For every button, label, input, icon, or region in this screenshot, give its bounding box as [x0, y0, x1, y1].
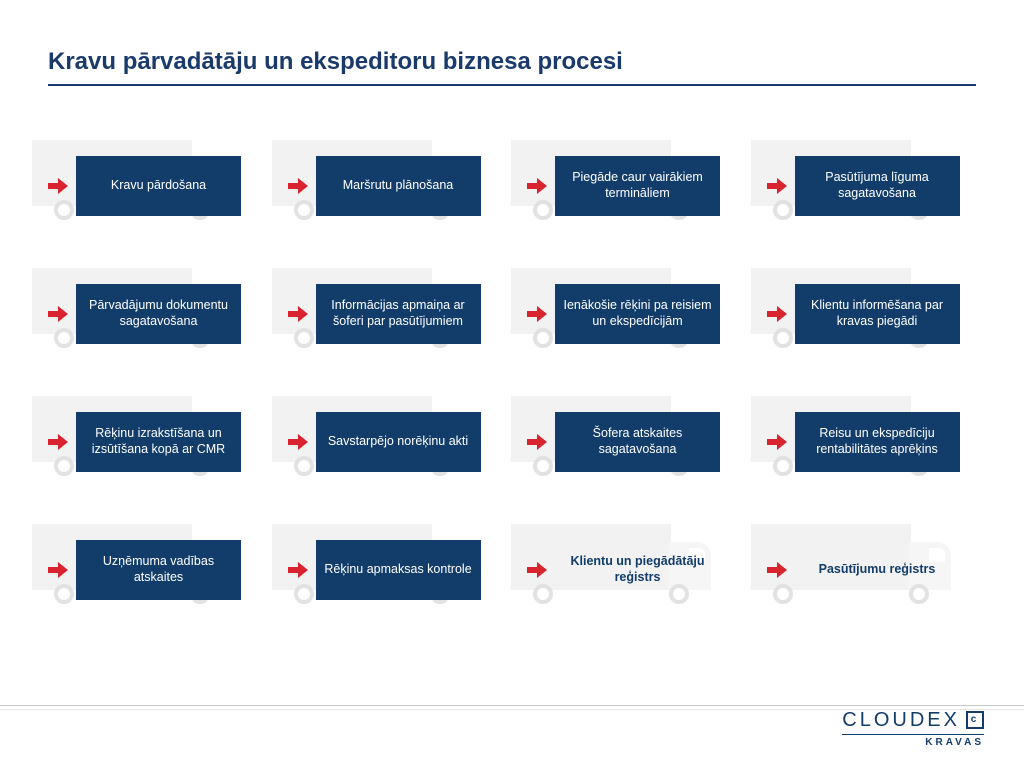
arrow-right-icon — [527, 562, 547, 578]
arrow-right-icon — [288, 562, 308, 578]
process-step-label: Maršrutu plānošana — [316, 156, 481, 216]
arrow-right-icon — [48, 434, 68, 450]
arrow-right-icon — [527, 434, 547, 450]
brand-logo-mark: c — [966, 711, 984, 729]
arrow-right-icon — [288, 178, 308, 194]
page-title: Kravu pārvadātāju un ekspeditoru biznesa… — [48, 48, 976, 86]
arrow-right-icon — [48, 306, 68, 322]
process-step: Klientu un piegādātāju reģistrs — [527, 530, 737, 610]
process-step-label: Uzņēmuma vadības atskaites — [76, 540, 241, 600]
brand-logo: CLOUDEX c KRAVAS — [842, 709, 984, 748]
arrow-right-icon — [527, 306, 547, 322]
process-step: Šofera atskaites sagatavošana — [527, 402, 737, 482]
brand-logo-sub: KRAVAS — [842, 734, 984, 748]
arrow-right-icon — [288, 306, 308, 322]
process-step-label: Piegāde caur vairākiem termināliem — [555, 156, 720, 216]
footer-divider — [0, 705, 1024, 706]
brand-logo-text: CLOUDEX — [842, 709, 960, 732]
process-step-label: Savstarpējo norēķinu akti — [316, 412, 481, 472]
brand-logo-main: CLOUDEX c — [842, 709, 984, 732]
process-grid: Kravu pārdošana Maršrutu plānošana Piegāde… — [48, 146, 976, 610]
process-step: Ienākošie rēķini pa reisiem un ekspedīci… — [527, 274, 737, 354]
process-step: Rēķinu izrakstīšana un izsūtīšana kopā a… — [48, 402, 258, 482]
process-step: Piegāde caur vairākiem termināliem — [527, 146, 737, 226]
process-step-label: Klientu un piegādātāju reģistrs — [555, 540, 720, 600]
process-step-label: Pasūtījuma līguma sagatavošana — [795, 156, 960, 216]
process-step-label: Klientu informēšana par kravas piegādi — [795, 284, 960, 344]
process-step: Savstarpējo norēķinu akti — [288, 402, 498, 482]
process-step: Reisu un ekspedīciju rentabilitātes aprē… — [767, 402, 977, 482]
process-step-label: Pasūtījumu reģistrs — [795, 540, 960, 600]
process-step-label: Kravu pārdošana — [76, 156, 241, 216]
arrow-right-icon — [288, 434, 308, 450]
process-step: Pārvadājumu dokumentu sagatavošana — [48, 274, 258, 354]
process-step: Kravu pārdošana — [48, 146, 258, 226]
arrow-right-icon — [767, 178, 787, 194]
process-step: Pasūtījuma līguma sagatavošana — [767, 146, 977, 226]
process-step: Rēķinu apmaksas kontrole — [288, 530, 498, 610]
process-step: Uzņēmuma vadības atskaites — [48, 530, 258, 610]
process-step: Maršrutu plānošana — [288, 146, 498, 226]
process-step-label: Šofera atskaites sagatavošana — [555, 412, 720, 472]
process-step-label: Pārvadājumu dokumentu sagatavošana — [76, 284, 241, 344]
process-step-label: Ienākošie rēķini pa reisiem un ekspedīci… — [555, 284, 720, 344]
arrow-right-icon — [767, 434, 787, 450]
process-step: Klientu informēšana par kravas piegādi — [767, 274, 977, 354]
arrow-right-icon — [48, 562, 68, 578]
process-step-label: Reisu un ekspedīciju rentabilitātes aprē… — [795, 412, 960, 472]
slide: Kravu pārvadātāju un ekspeditoru biznesa… — [0, 0, 1024, 768]
process-step: Informācijas apmaiņa ar šoferi par pasūt… — [288, 274, 498, 354]
process-step-label: Informācijas apmaiņa ar šoferi par pasūt… — [316, 284, 481, 344]
arrow-right-icon — [48, 178, 68, 194]
process-step: Pasūtījumu reģistrs — [767, 530, 977, 610]
arrow-right-icon — [767, 306, 787, 322]
arrow-right-icon — [767, 562, 787, 578]
process-step-label: Rēķinu izrakstīšana un izsūtīšana kopā a… — [76, 412, 241, 472]
process-step-label: Rēķinu apmaksas kontrole — [316, 540, 481, 600]
arrow-right-icon — [527, 178, 547, 194]
